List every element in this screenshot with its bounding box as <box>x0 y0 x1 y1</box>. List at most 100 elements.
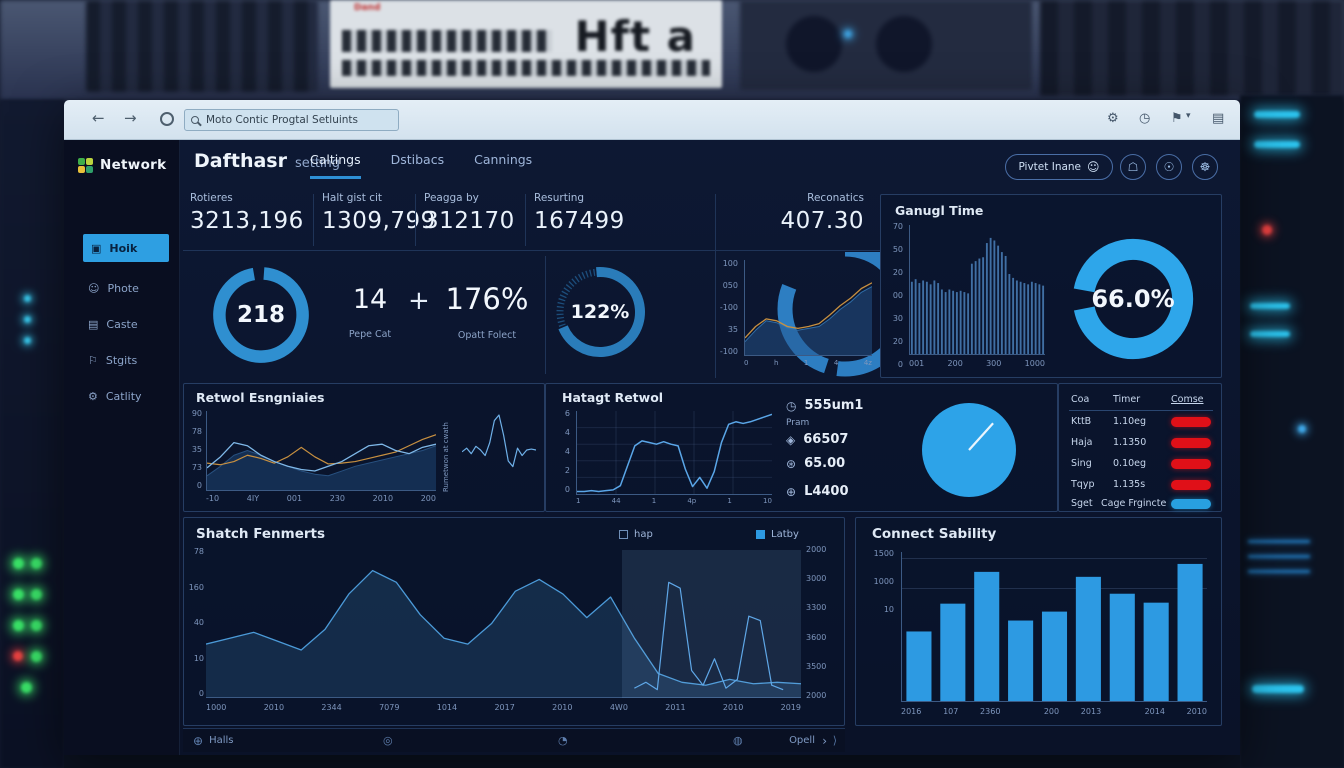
bar-chart <box>901 552 1207 702</box>
add-circle-icon[interactable]: ⊕ <box>193 733 204 748</box>
stat-reconatics: Reconatics 407.30 <box>719 192 864 234</box>
tab-dstibacs[interactable]: Dstibacs <box>390 152 445 167</box>
cell-value: 1.10eg <box>1113 416 1147 427</box>
footer-home-label[interactable]: Halls <box>209 735 234 746</box>
browser-window: ← → ⚙ ◷ ⚑ ▾ ▤ Network ▣ Hoik ☺ Phote <box>64 100 1240 755</box>
gauge-panel: 100 050 -100 35 -100 0 h 1 4 4z <box>712 252 880 378</box>
chevron-down-icon[interactable]: ▾ <box>1186 111 1191 121</box>
counter-value: 176% <box>445 282 529 316</box>
tab-cannings[interactable]: Cannings <box>474 152 533 167</box>
y-axis-ticks-left: 78 160 40 10 0 <box>188 547 204 698</box>
chevron-right-icon[interactable]: › <box>822 733 827 748</box>
sidebar-item-caste[interactable]: ▤ Caste <box>80 310 172 338</box>
panel-status-table: Coa Timer Comse KttB 1.10eg Haja 1.1350 … <box>1058 383 1222 512</box>
area-chart <box>206 550 801 698</box>
column-header: Comse <box>1171 394 1204 405</box>
brand-logo-icon <box>78 157 93 173</box>
donut-chart-218 <box>213 267 309 363</box>
extensions-icon[interactable]: ⚙ <box>1107 111 1119 126</box>
multi-line-chart <box>206 411 436 491</box>
legend-label: hap <box>634 529 653 540</box>
forward-icon[interactable]: → <box>124 109 137 127</box>
footer-status-icon-3[interactable]: ◍ <box>733 734 743 747</box>
sidebar-item-phote[interactable]: ☺ Phote <box>80 274 172 302</box>
metric-signal: ◈ 66507 <box>786 432 848 447</box>
browser-toolbar: ← → ⚙ ◷ ⚑ ▾ ▤ <box>64 100 1240 140</box>
gauge-ring <box>777 252 880 377</box>
legend-label: Latby <box>771 529 799 540</box>
sidebar: Network ▣ Hoik ☺ Phote ▤ Caste ⚐ Stgits … <box>64 140 180 755</box>
cell-value: Cage Frgincte <box>1101 498 1167 509</box>
stat-value: 167499 <box>534 208 625 234</box>
globe-icon: ⊕ <box>786 484 797 499</box>
address-bar[interactable] <box>184 109 399 131</box>
metric-value: 66507 <box>803 432 849 447</box>
stat-resurting: Resurting 167499 <box>534 192 684 234</box>
history-icon[interactable]: ◷ <box>1139 111 1151 126</box>
cell-value: 0.10eg <box>1113 458 1147 469</box>
profile-button[interactable]: Pivtet Inane ☺ <box>1005 154 1113 180</box>
cell-value: 1.135s <box>1113 479 1146 490</box>
tab-caltings[interactable]: Caltings <box>310 152 361 179</box>
paren-icon: ⟩ <box>832 734 837 747</box>
y-axis-ticks: 1500 1000 10 <box>873 549 894 614</box>
server-column-right <box>1240 95 1344 768</box>
card-icon: ▤ <box>88 317 99 331</box>
reload-icon[interactable] <box>160 112 174 126</box>
footer-open-link[interactable]: Opell <box>789 735 815 746</box>
table-row: Tqyp 1.135s <box>1071 479 1211 490</box>
server-rack-far-right <box>1040 0 1344 96</box>
back-icon[interactable]: ← <box>92 109 105 127</box>
footer-status-icon-2[interactable]: ◔ <box>558 734 568 747</box>
globe-icon[interactable]: ☸ <box>1192 154 1218 180</box>
sidebar-item-stgits[interactable]: ⚐ Stgits <box>80 346 172 374</box>
sidebar-item-label: Phote <box>107 281 139 295</box>
panel-retwol: Retwol Esngniaies 90 78 35 73 0 -10 4IY 001 230… <box>183 383 545 512</box>
sidebar-item-label: Caste <box>106 317 138 331</box>
gauge-area-chart <box>744 260 872 356</box>
metric-value: 65.00 <box>804 456 846 471</box>
sparkline-chart <box>462 404 536 496</box>
lock-icon: ▣ <box>91 241 102 255</box>
server-model-label: Hft a <box>574 12 696 61</box>
sidebar-item-hoik[interactable]: ▣ Hoik <box>83 234 169 262</box>
gear-icon: ⚙ <box>88 389 98 403</box>
table-row: Sing 0.10eg <box>1071 458 1211 469</box>
server-rack-left <box>86 0 318 92</box>
page-title-main: Dafthasr <box>194 150 287 172</box>
signal-icon: ◈ <box>786 432 796 447</box>
legend-latby[interactable]: Latby <box>756 529 799 540</box>
shield-icon[interactable]: ☖ <box>1120 154 1146 180</box>
user-icon: ☺ <box>1087 160 1100 174</box>
status-led <box>844 30 852 38</box>
sidebar-item-catlity[interactable]: ⚙ Catlity <box>80 382 172 410</box>
bookmark-icon[interactable]: ⚑ <box>1171 111 1183 126</box>
user-icon: ☺ <box>88 281 100 295</box>
legend-swatch-filled <box>756 530 765 539</box>
stat-rotieres: Rotieres 3213,196 <box>190 192 308 234</box>
stat-value: 407.30 <box>780 208 864 234</box>
stat-value: 1309,799 <box>322 208 436 234</box>
page-title: Dafthasr setting <box>194 150 340 172</box>
status-bar-blue <box>1171 498 1211 509</box>
donut-value: 66.0% <box>1091 285 1175 313</box>
legend-hap[interactable]: hap <box>619 529 653 540</box>
x-axis-ticks: 2016 107 2360 200 2013 2014 2010 <box>901 707 1207 716</box>
stat-label: Reconatics <box>807 192 864 204</box>
sidebar-item-label: Hoik <box>109 241 138 255</box>
sidebar-item-label: Catlity <box>105 389 142 403</box>
status-bar-red <box>1171 458 1211 469</box>
stat-label: Halt gist cit <box>322 192 383 204</box>
sidepanel-icon[interactable]: ▤ <box>1212 111 1225 126</box>
panel-ganugl-time: Ganugl Time 70 50 20 00 30 20 0 001 200 300 1000 … <box>880 194 1222 378</box>
table-header-row: Coa Timer Comse <box>1071 394 1211 405</box>
user-status-icon[interactable]: ☉ <box>1156 154 1182 180</box>
y-axis-ticks: 90 78 35 73 0 <box>191 409 202 490</box>
address-input[interactable] <box>204 113 392 127</box>
footer-status-icon-1[interactable]: ◎ <box>383 734 393 747</box>
metric-value: 555um1 <box>804 398 864 413</box>
rack-vent <box>786 16 842 72</box>
rack-vent <box>876 16 932 72</box>
